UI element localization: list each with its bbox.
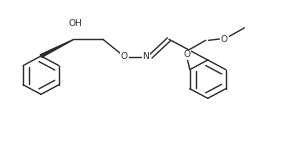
- Polygon shape: [40, 39, 74, 57]
- Text: O: O: [184, 50, 190, 59]
- Text: N: N: [142, 52, 149, 61]
- Text: OH: OH: [68, 19, 82, 28]
- Text: O: O: [121, 52, 128, 61]
- Text: O: O: [221, 34, 228, 43]
